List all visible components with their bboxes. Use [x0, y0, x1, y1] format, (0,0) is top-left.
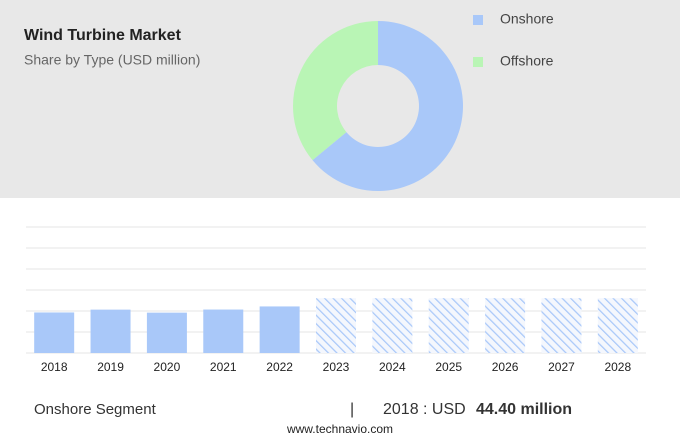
bar: [597, 298, 638, 353]
bar: [146, 312, 187, 353]
donut-slice: [312, 21, 463, 191]
x-tick-label: 2021: [210, 360, 237, 374]
legend-label: Offshore: [500, 53, 554, 69]
x-tick-label: 2019: [97, 360, 124, 374]
footer-year: 2018 : USD: [383, 401, 466, 418]
x-tick-label: 2020: [154, 360, 181, 374]
x-tick-label: 2025: [435, 360, 462, 374]
x-tick-label: 2026: [492, 360, 519, 374]
x-tick-label: 2018: [41, 360, 68, 374]
bar: [203, 309, 244, 353]
chart-subtitle: Share by Type (USD million): [24, 52, 200, 68]
footer-value: 44.40 million: [476, 401, 572, 418]
legend-swatch: [473, 15, 483, 25]
donut-slice: [293, 21, 378, 161]
footer-segment: Onshore Segment: [34, 401, 157, 418]
x-tick-label: 2024: [379, 360, 406, 374]
x-tick-label: 2028: [604, 360, 631, 374]
bar: [428, 298, 469, 353]
x-tick-label: 2027: [548, 360, 575, 374]
x-tick-label: 2022: [266, 360, 293, 374]
footer-source: www.technavio.com: [286, 422, 393, 436]
bar: [259, 306, 300, 353]
bar: [485, 298, 526, 353]
bar: [90, 309, 131, 353]
bar: [34, 312, 75, 353]
legend-swatch: [473, 57, 483, 67]
bar: [316, 298, 356, 353]
footer-separator: |: [350, 401, 354, 418]
chart-title: Wind Turbine Market: [24, 27, 182, 44]
legend-label: Onshore: [500, 11, 554, 27]
x-tick-label: 2023: [323, 360, 350, 374]
bar: [372, 298, 413, 353]
bar: [541, 298, 582, 353]
